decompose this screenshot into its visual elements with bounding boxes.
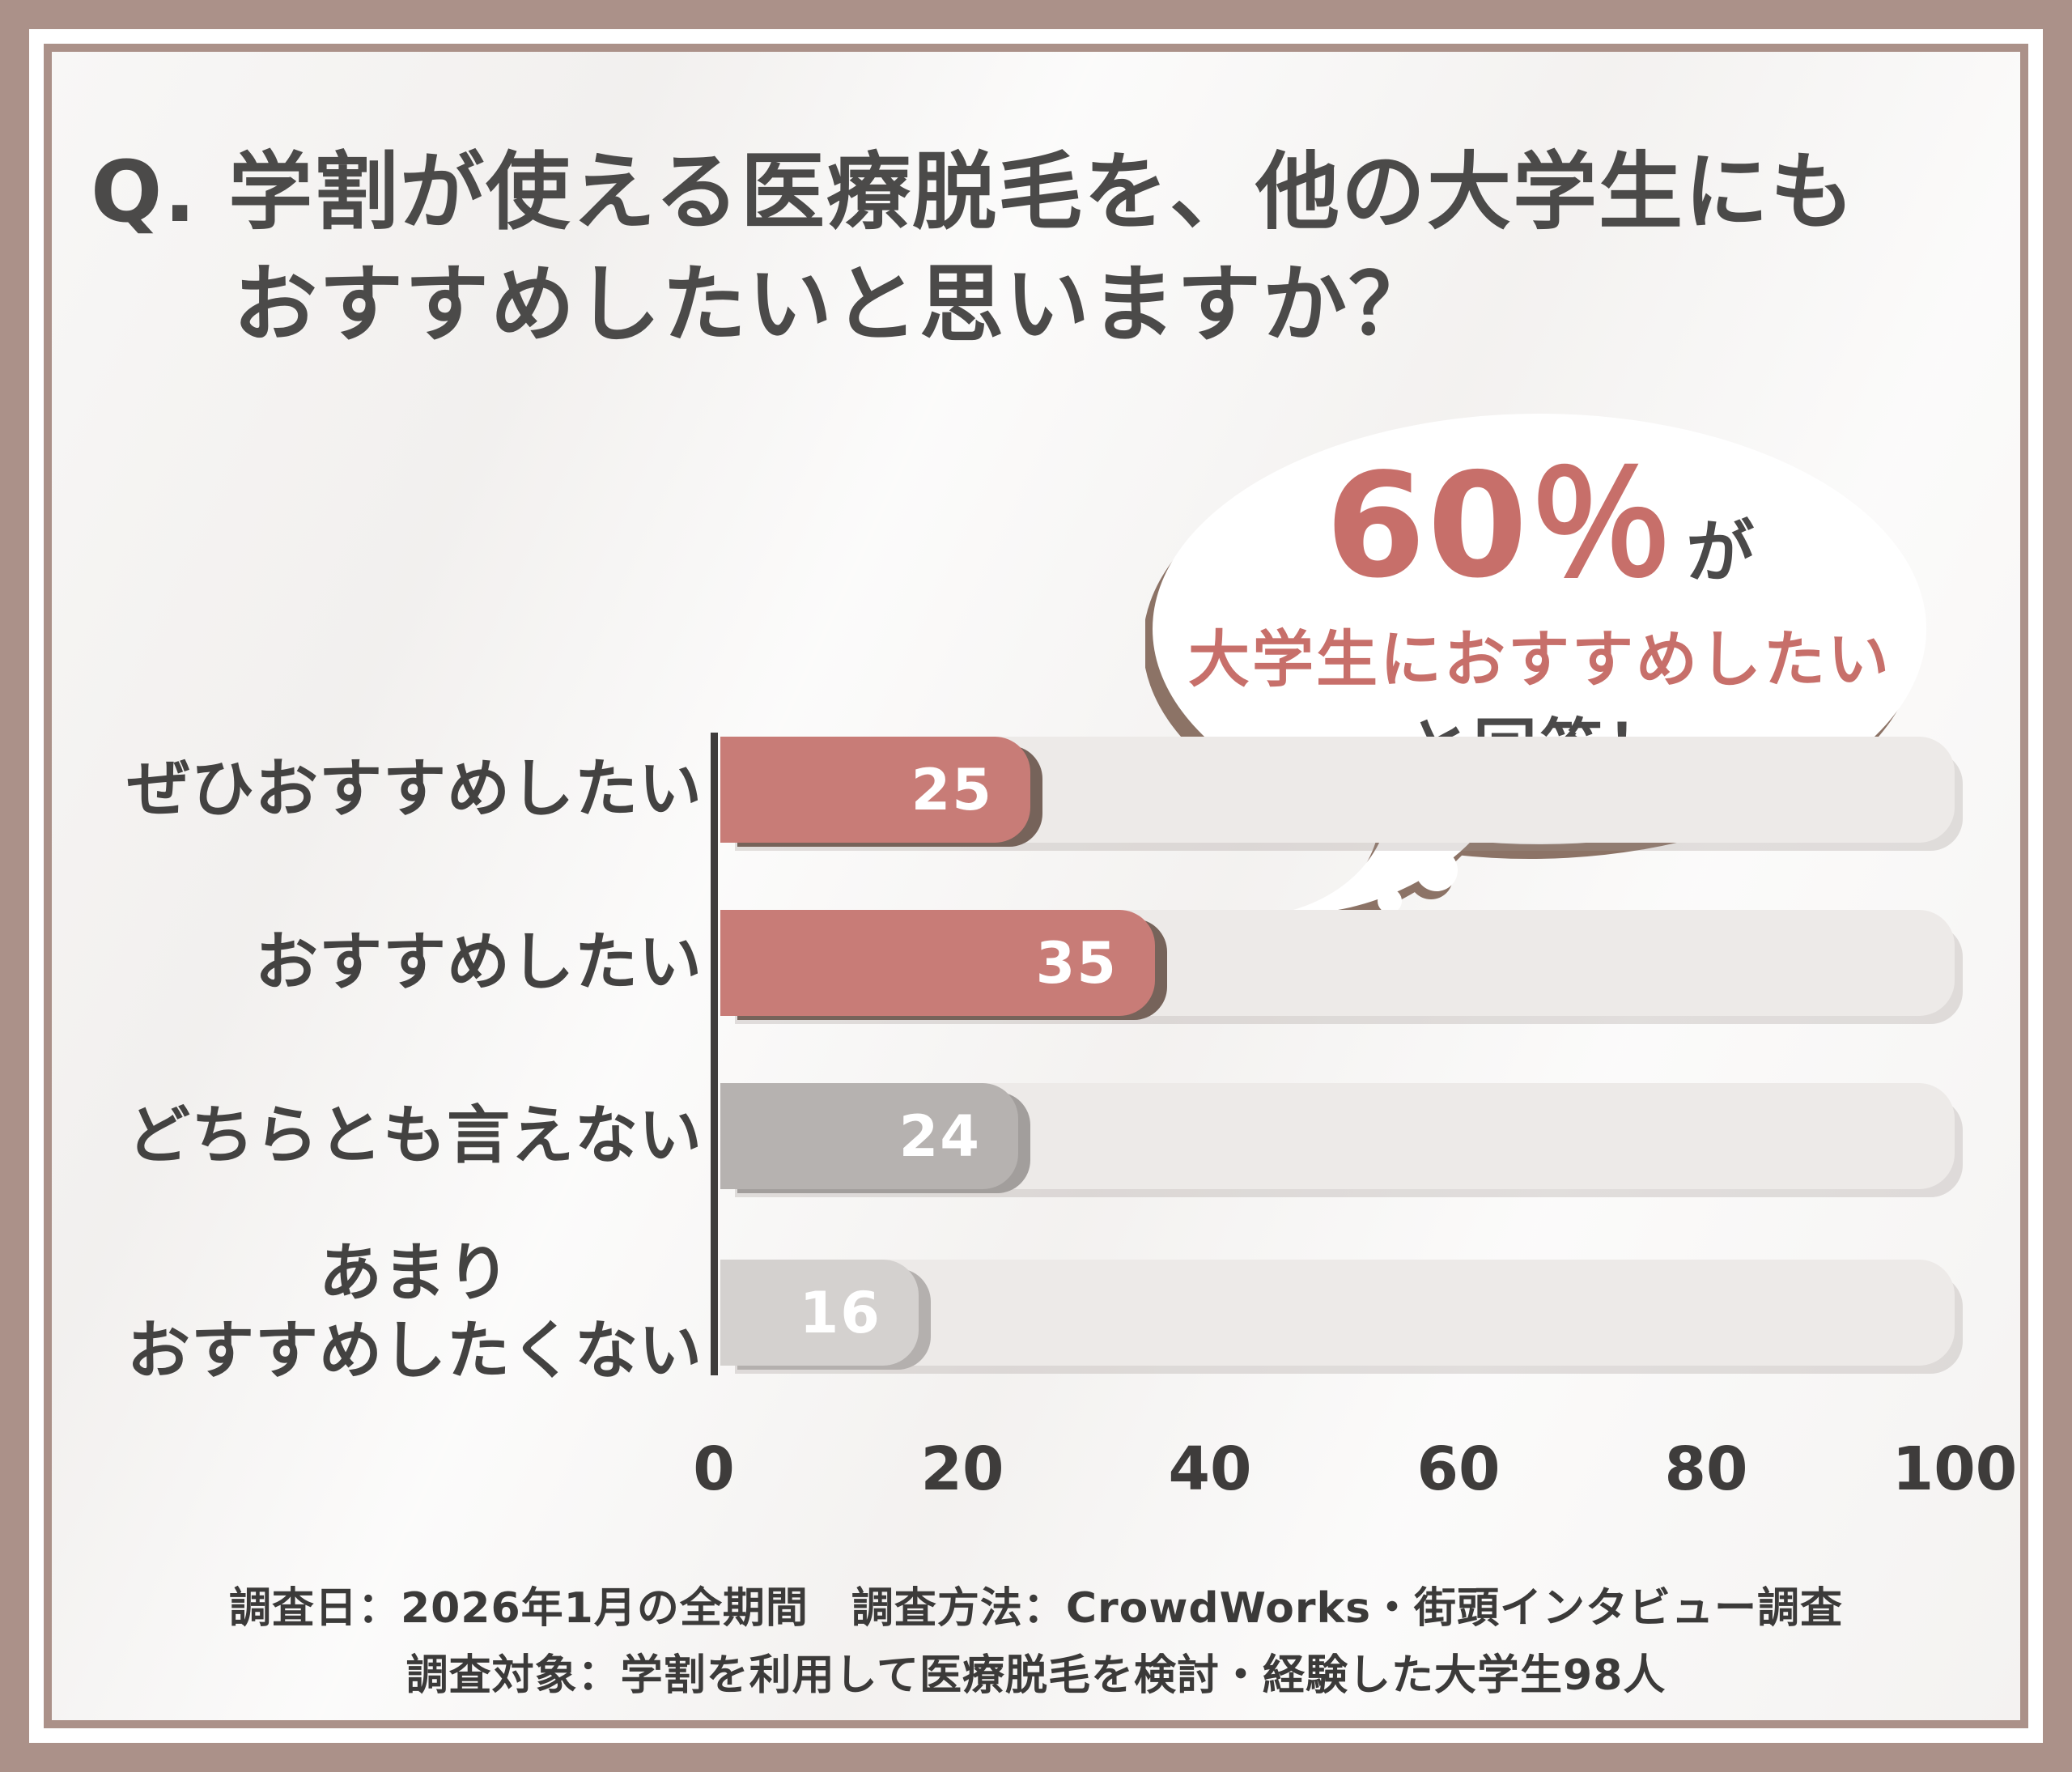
x-axis-tick-label: 60: [1416, 1434, 1501, 1504]
bar-value-label: 25: [911, 756, 993, 823]
callout-percent: 60％: [1325, 442, 1675, 610]
question-prefix: Q.: [91, 142, 197, 241]
bar-track: [720, 1260, 1955, 1366]
bar: 35: [720, 910, 1155, 1016]
category-label-text: あまり おすすめしたくない: [126, 1237, 703, 1387]
thought-dot-large: [1416, 849, 1458, 891]
bar: 24: [720, 1083, 1018, 1189]
bar-value-label: 24: [898, 1103, 981, 1170]
survey-note-line-2: 調査対象：学割を利用して医療脱毛を検討・経験した大学生98人: [405, 1651, 1667, 1701]
bar: 16: [720, 1260, 919, 1366]
question-title-line-1: Q. 学割が使える医療脱毛を、他の大学生にも: [91, 136, 2001, 249]
category-label: ぜひおすすめしたい: [77, 737, 703, 843]
category-label-text: ぜひおすすめしたい: [126, 752, 703, 826]
x-axis-tick-label: 0: [693, 1434, 735, 1504]
category-label: おすすめしたい: [77, 910, 703, 1016]
y-axis-line: [711, 733, 718, 1375]
question-text-1: 学割が使える医療脱毛を、他の大学生にも: [228, 142, 1857, 241]
callout-percent-suffix: が: [1686, 512, 1755, 593]
callout-line-2: 大学生におすすめしたい: [1188, 623, 1892, 696]
bar: 25: [720, 737, 1030, 843]
callout-headline: 60％ が: [1326, 454, 1755, 598]
survey-note-line-1: 調査日：2026年1月の全期間 調査方法：CrowdWorks・街頭インタビュー…: [228, 1584, 1844, 1633]
content-card: [29, 29, 2043, 1743]
question-title: Q. 学割が使える医療脱毛を、他の大学生にも おすすめしたいと思いますか？: [91, 136, 2001, 362]
category-label: どちらとも言えない: [77, 1083, 703, 1189]
x-axis-tick-label: 100: [1892, 1434, 2018, 1504]
thought-dot-small: [1378, 889, 1402, 913]
category-label-text: おすすめしたい: [254, 925, 703, 999]
x-axis-tick-label: 80: [1664, 1434, 1748, 1504]
bar-value-label: 35: [1035, 929, 1118, 996]
callout-bubble: 60％ が 大学生におすすめしたい と回答！: [1145, 409, 1934, 951]
callout-text: 60％ が 大学生におすすめしたい と回答！: [1145, 409, 1934, 951]
x-axis-tick-label: 40: [1168, 1434, 1252, 1504]
category-label: あまり おすすめしたくない: [77, 1237, 703, 1387]
x-axis-tick-label: 20: [920, 1434, 1004, 1504]
bar-value-label: 16: [799, 1279, 881, 1346]
category-label-text: どちらとも言えない: [126, 1098, 703, 1172]
question-title-line-2: おすすめしたいと思いますか？: [233, 255, 1435, 355]
survey-note: 調査日：2026年1月の全期間 調査方法：CrowdWorks・街頭インタビュー…: [52, 1575, 2020, 1710]
